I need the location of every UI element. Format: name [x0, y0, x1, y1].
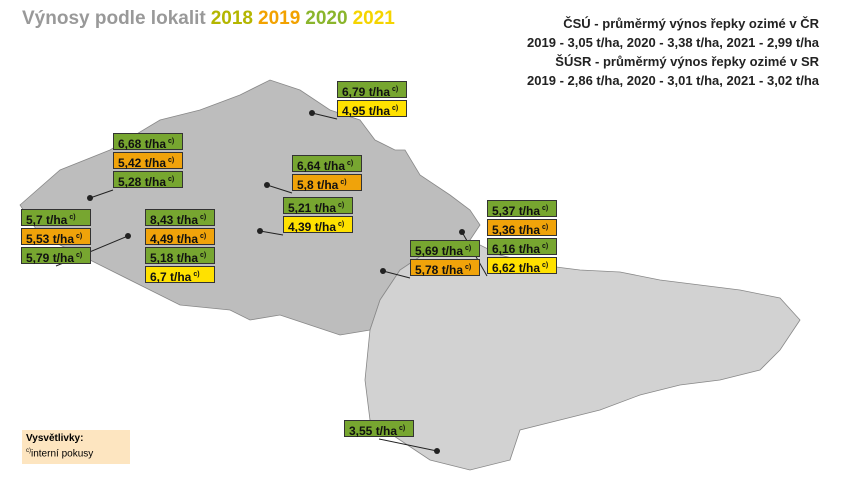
yield-note: c) — [340, 179, 347, 186]
yield-box: 6,62 t/ha c) — [487, 257, 557, 275]
yield-value: 5,42 t/ha — [118, 156, 167, 170]
leader-line — [378, 438, 438, 452]
yield-value: 5,37 t/ha — [492, 204, 541, 218]
stats: ČSÚ - průměrmý výnos řepky ozimé v ČR 201… — [527, 14, 819, 90]
yield-box: 5,69 t/ha c) — [410, 240, 480, 258]
yield-box: 6,68 t/ha c) — [113, 133, 183, 151]
yield-note: c) — [200, 214, 207, 221]
yield-value: 5,7 t/ha — [26, 213, 68, 227]
yield-note: c) — [168, 138, 175, 145]
yield-note: c) — [392, 105, 399, 112]
yield-value: 5,28 t/ha — [118, 175, 167, 189]
leader-line — [259, 230, 284, 236]
location-dot — [125, 233, 131, 239]
yield-note: c) — [465, 245, 472, 252]
yield-note: c) — [542, 243, 549, 250]
location-dot — [257, 228, 263, 234]
yield-box: 5,7 t/ha c) — [21, 209, 91, 227]
yield-value: 4,95 t/ha — [342, 104, 391, 118]
yield-value: 3,55 t/ha — [349, 424, 398, 438]
yield-box: 5,18 t/ha c) — [145, 247, 215, 265]
yield-value: 8,43 t/ha — [150, 213, 199, 227]
yield-box: 5,37 t/ha c) — [487, 200, 557, 218]
yield-box: 5,79 t/ha c) — [21, 247, 91, 265]
title-year: 2020 — [305, 8, 348, 29]
yield-note: c) — [542, 262, 549, 269]
yield-value: 6,68 t/ha — [118, 137, 167, 151]
stat-values: 2019 - 3,05 t/ha, 2020 - 3,38 t/ha, 2021… — [527, 35, 819, 50]
yield-box: 4,39 t/ha c) — [283, 216, 353, 234]
yield-note: c) — [200, 233, 207, 240]
yield-value: 5,18 t/ha — [150, 251, 199, 265]
yield-box: 6,64 t/ha c) — [292, 155, 362, 173]
yield-value: 5,78 t/ha — [415, 263, 464, 277]
yield-box: 6,16 t/ha c) — [487, 238, 557, 256]
yield-value: 5,21 t/ha — [288, 201, 337, 215]
yield-box: 6,7 t/ha c) — [145, 266, 215, 284]
stat-heading: ČSÚ - průměrmý výnos řepky ozimé v ČR — [563, 16, 819, 31]
location-dot — [459, 229, 465, 235]
yield-box: 8,43 t/ha c) — [145, 209, 215, 227]
leader-line — [266, 184, 293, 194]
yield-note: c) — [465, 264, 472, 271]
yield-box: 5,21 t/ha c) — [283, 197, 353, 215]
yield-value: 5,36 t/ha — [492, 223, 541, 237]
legend-mark: c) — [26, 448, 31, 454]
stat-values: 2019 - 2,86 t/ha, 2020 - 3,01 t/ha, 2021… — [527, 73, 819, 88]
stat-heading: ŠÚSR - průměrmý výnos řepky ozimé v SR — [555, 54, 819, 69]
yield-value: 5,79 t/ha — [26, 251, 75, 265]
title: Výnosy podle lokalit 2018 2019 2020 2021 — [22, 8, 395, 30]
yield-value: 5,8 t/ha — [297, 178, 339, 192]
yield-note: c) — [76, 252, 83, 259]
yield-value: 4,39 t/ha — [288, 220, 337, 234]
location-dot — [309, 110, 315, 116]
yield-value: 6,7 t/ha — [150, 270, 192, 284]
legend: Vysvětlivky: c)interní pokusy — [22, 430, 130, 464]
yield-note: c) — [542, 205, 549, 212]
location-dot — [380, 268, 386, 274]
yield-value: 5,69 t/ha — [415, 244, 464, 258]
yield-box: 5,28 t/ha c) — [113, 171, 183, 189]
yield-note: c) — [69, 214, 76, 221]
yield-box: 5,53 t/ha c) — [21, 228, 91, 246]
yield-note: c) — [347, 160, 354, 167]
yield-note: c) — [193, 271, 200, 278]
yield-note: c) — [338, 202, 345, 209]
yield-value: 6,79 t/ha — [342, 85, 391, 99]
yield-value: 4,49 t/ha — [150, 232, 199, 246]
yield-note: c) — [399, 425, 406, 432]
leader-line — [89, 189, 114, 199]
legend-text: interní pokusy — [31, 448, 94, 460]
yield-box: 5,36 t/ha c) — [487, 219, 557, 237]
yield-note: c) — [76, 233, 83, 240]
leader-line — [382, 270, 411, 279]
yield-note: c) — [168, 176, 175, 183]
title-year: 2019 — [258, 8, 301, 29]
location-dot — [434, 448, 440, 454]
legend-title: Vysvětlivky: — [26, 433, 84, 444]
yield-value: 6,62 t/ha — [492, 261, 541, 275]
yield-box: 5,42 t/ha c) — [113, 152, 183, 170]
yield-note: c) — [168, 157, 175, 164]
yield-note: c) — [542, 224, 549, 231]
yield-box: 5,78 t/ha c) — [410, 259, 480, 277]
title-text: Výnosy podle lokalit — [22, 8, 206, 29]
yield-box: 4,95 t/ha c) — [337, 100, 407, 118]
location-dot — [87, 195, 93, 201]
yield-note: c) — [392, 86, 399, 93]
yield-note: c) — [200, 252, 207, 259]
yield-value: 6,64 t/ha — [297, 159, 346, 173]
yield-box: 6,79 t/ha c) — [337, 81, 407, 99]
yield-note: c) — [338, 221, 345, 228]
yield-value: 5,53 t/ha — [26, 232, 75, 246]
title-year: 2018 — [210, 8, 253, 29]
title-year: 2021 — [352, 8, 395, 29]
location-dot — [264, 182, 270, 188]
yield-value: 6,16 t/ha — [492, 242, 541, 256]
yield-box: 3,55 t/ha c) — [344, 420, 414, 438]
yield-box: 4,49 t/ha c) — [145, 228, 215, 246]
yield-box: 5,8 t/ha c) — [292, 174, 362, 192]
leader-line — [311, 112, 338, 120]
